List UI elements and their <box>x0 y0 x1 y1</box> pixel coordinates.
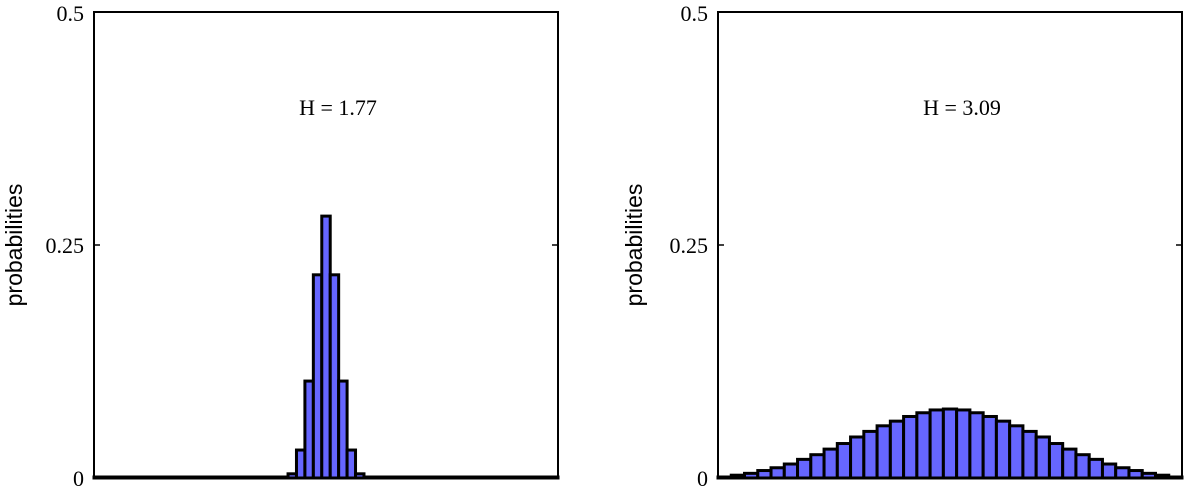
bar-right-19 <box>968 411 985 480</box>
bar-right-22 <box>1008 424 1025 480</box>
panel-left: probabilities 0.5 0.25 0 H = 1.77 <box>1 1 560 491</box>
ytick-label-left-0.5: 0.5 <box>57 1 85 26</box>
bar-right-31 <box>1127 469 1144 480</box>
bar-right-5 <box>782 462 800 480</box>
bar-right-9 <box>835 442 853 480</box>
bar-right-21 <box>994 419 1012 480</box>
bar-right-29 <box>1100 462 1118 480</box>
ylabel-left: probabilities <box>1 184 27 307</box>
ytick-label-left-0: 0 <box>73 466 84 491</box>
ytick-label-right-0.25: 0.25 <box>670 233 709 258</box>
bar-right-6 <box>796 457 813 480</box>
bar-right-11 <box>862 429 879 480</box>
panel-right: probabilities 0.5 0.25 0 H = 3.09 <box>621 1 1184 491</box>
bar-right-14 <box>902 414 919 480</box>
bar-right-15 <box>915 411 932 480</box>
bar-right-24 <box>1034 435 1051 480</box>
bar-right-7 <box>809 453 826 480</box>
bar-right-18 <box>955 408 972 480</box>
bar-right-25 <box>1047 442 1065 480</box>
bar-right-26 <box>1061 447 1078 480</box>
bar-right-23 <box>1021 429 1038 480</box>
bar-right-17 <box>941 407 959 480</box>
ytick-label-right-0: 0 <box>697 466 708 491</box>
bars-left <box>92 214 560 480</box>
ytick-label-left-0.25: 0.25 <box>46 233 85 258</box>
bar-right-30 <box>1114 466 1131 480</box>
ylabel-right: probabilities <box>621 184 647 307</box>
bars-right <box>716 407 1184 480</box>
bar-right-12 <box>875 424 892 480</box>
entropy-annotation-right: H = 3.09 <box>923 95 1001 120</box>
ytick-label-right-0.5: 0.5 <box>681 1 709 26</box>
bar-right-4 <box>769 466 786 480</box>
bar-right-27 <box>1074 453 1091 480</box>
bar-right-10 <box>849 435 866 480</box>
bar-right-8 <box>822 447 839 480</box>
bar-right-13 <box>888 419 906 480</box>
bar-right-16 <box>928 408 945 480</box>
bar-right-3 <box>756 469 773 480</box>
bar-right-20 <box>981 414 998 480</box>
bar-right-28 <box>1087 457 1104 480</box>
entropy-annotation-left: H = 1.77 <box>299 95 377 120</box>
